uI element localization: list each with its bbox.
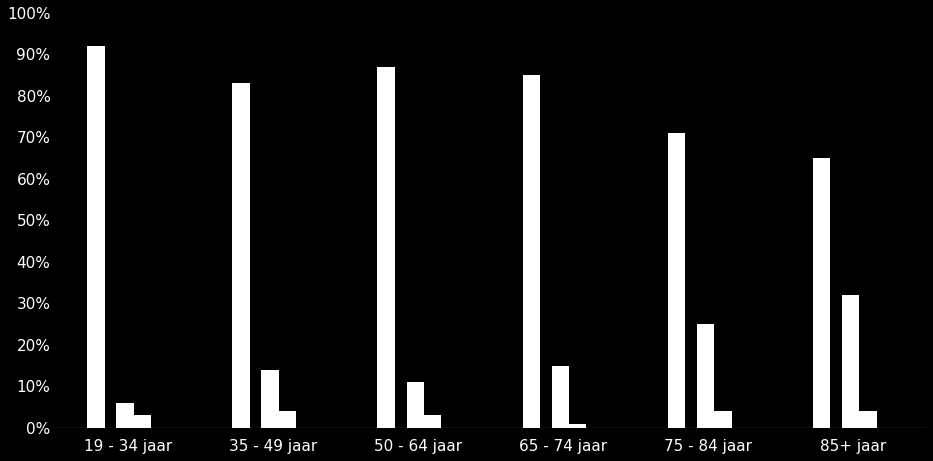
Bar (697, 324, 714, 428)
Bar (813, 158, 830, 428)
Bar (261, 370, 279, 428)
Bar (424, 415, 441, 428)
Bar (378, 67, 395, 428)
Bar (407, 382, 424, 428)
Bar (87, 46, 104, 428)
Bar (569, 424, 587, 428)
Bar (714, 411, 731, 428)
Bar (279, 411, 296, 428)
Bar (842, 295, 859, 428)
Bar (232, 83, 250, 428)
Bar (522, 75, 540, 428)
Bar (668, 133, 685, 428)
Bar (117, 403, 133, 428)
Bar (859, 411, 877, 428)
Bar (551, 366, 569, 428)
Bar (133, 415, 151, 428)
